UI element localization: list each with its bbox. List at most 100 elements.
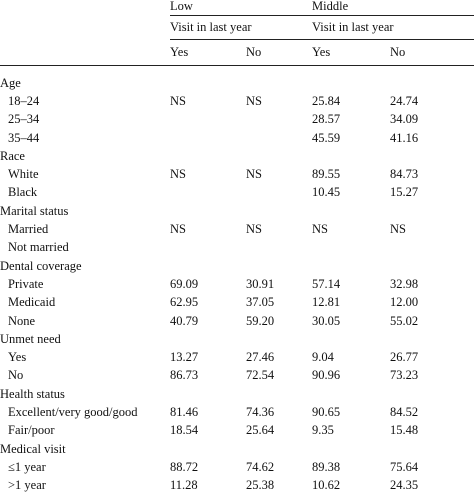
table-cell: 15.27 [390, 185, 419, 200]
table-cell: 11.28 [170, 478, 198, 493]
table-cell: 10.45 [312, 185, 341, 200]
table-row: Private 69.09 30.91 57.14 32.98 [0, 275, 474, 293]
table-cell: 45.59 [312, 130, 341, 145]
row-label: Married [8, 222, 49, 237]
table-cell: NS [312, 222, 328, 237]
group-header-low: Low [170, 0, 313, 16]
table-cell: 81.46 [170, 404, 199, 419]
table-cell: 28.57 [312, 112, 341, 127]
table-cell: 55.02 [390, 313, 419, 328]
row-label: Fair/poor [8, 423, 55, 438]
table-cell: 25.64 [246, 423, 275, 438]
table-cell: 72.54 [246, 368, 275, 383]
subheader-low: Visit in last year [170, 15, 313, 40]
table-cell: 88.72 [170, 459, 199, 474]
group-header-middle: Middle [312, 0, 474, 16]
section-row: Race [0, 147, 474, 165]
section-row: Health status [0, 385, 474, 403]
section-title: Marital status [0, 203, 69, 218]
table-cell: 69.09 [170, 276, 199, 291]
table-cell: 26.77 [390, 350, 419, 365]
table-cell [246, 239, 312, 257]
table-row: >1 year 11.28 25.38 10.62 24.35 [0, 477, 474, 495]
table-row: Fair/poor 18.54 25.64 9.35 15.48 [0, 422, 474, 440]
table-cell: 62.95 [170, 295, 199, 310]
column-header-low-yes: Yes [170, 39, 246, 66]
row-label: Yes [8, 350, 27, 365]
section-title: Dental coverage [0, 258, 82, 273]
table-row: None 40.79 59.20 30.05 55.02 [0, 312, 474, 330]
table-row: Not married [0, 239, 474, 257]
table-row: Medicaid 62.95 37.05 12.81 12.00 [0, 294, 474, 312]
table-row: 25–34 28.57 34.09 [0, 111, 474, 129]
table-cell: 84.73 [390, 167, 419, 182]
table-row: ≤1 year 88.72 74.62 89.38 75.64 [0, 458, 474, 476]
table-cell: 10.62 [312, 478, 341, 493]
row-label: 18–24 [8, 93, 40, 108]
row-label: >1 year [8, 478, 46, 493]
table-cell [312, 239, 390, 257]
table-header: Low Middle Visit in last year Visit in l… [0, 0, 474, 74]
table-cell: 25.38 [246, 478, 275, 493]
table-cell: 12.00 [390, 295, 419, 310]
table-cell: NS [246, 222, 262, 237]
table-cell [170, 111, 246, 129]
table-cell: 30.05 [312, 313, 341, 328]
table-row: Yes 13.27 27.46 9.04 26.77 [0, 348, 474, 366]
column-header-middle-yes: Yes [312, 39, 391, 66]
table-row: White NS NS 89.55 84.73 [0, 165, 474, 183]
table-cell: NS [170, 222, 186, 237]
section-row: Unmet need [0, 330, 474, 348]
section-row: Marital status [0, 202, 474, 220]
table-cell: NS [390, 222, 406, 237]
row-label: None [8, 313, 36, 328]
table-cell [170, 129, 246, 147]
table-cell: 12.81 [312, 295, 341, 310]
section-title: Race [0, 148, 25, 163]
row-label: ≤1 year [8, 459, 46, 474]
table-cell: 34.09 [390, 112, 419, 127]
row-label: White [8, 167, 39, 182]
table-cell: 74.36 [246, 404, 275, 419]
table-cell [246, 111, 312, 129]
table-cell: 25.84 [312, 93, 341, 108]
table-cell: 86.73 [170, 368, 199, 383]
table-cell: 74.62 [246, 459, 275, 474]
table-cell [246, 184, 312, 202]
table-cell: 18.54 [170, 423, 199, 438]
table-cell: 13.27 [170, 350, 199, 365]
section-row: Dental coverage [0, 257, 474, 275]
table-cell: 41.16 [390, 130, 419, 145]
table-cell: 75.64 [390, 459, 419, 474]
table-cell: NS [246, 167, 262, 182]
table-cell [390, 239, 474, 257]
section-title: Medical visit [0, 441, 66, 456]
table-row: 35–44 45.59 41.16 [0, 129, 474, 147]
row-label: Not married [8, 240, 69, 255]
table-cell: 37.05 [246, 295, 275, 310]
table-row: Married NS NS NS NS [0, 220, 474, 238]
table-cell: 90.65 [312, 404, 341, 419]
table-cell: 59.20 [246, 313, 275, 328]
section-row: Age [0, 74, 474, 92]
section-title: Health status [0, 386, 65, 401]
table-cell: NS [170, 167, 186, 182]
table-cell: 24.35 [390, 478, 419, 493]
column-header-middle-no: No [390, 39, 474, 66]
table-cell: 89.55 [312, 167, 341, 182]
table-cell: NS [170, 93, 186, 108]
table-row: Black 10.45 15.27 [0, 184, 474, 202]
table-cell [246, 129, 312, 147]
table-cell: 73.23 [390, 368, 419, 383]
table-cell [170, 239, 246, 257]
table-cell: 84.52 [390, 404, 419, 419]
row-label: Private [8, 276, 44, 291]
row-label: 25–34 [8, 112, 40, 127]
table-cell: NS [246, 93, 262, 108]
table-cell: 15.48 [390, 423, 419, 438]
table-row: 18–24 NS NS 25.84 24.74 [0, 92, 474, 110]
row-label: No [8, 368, 24, 383]
table-cell: 57.14 [312, 276, 341, 291]
